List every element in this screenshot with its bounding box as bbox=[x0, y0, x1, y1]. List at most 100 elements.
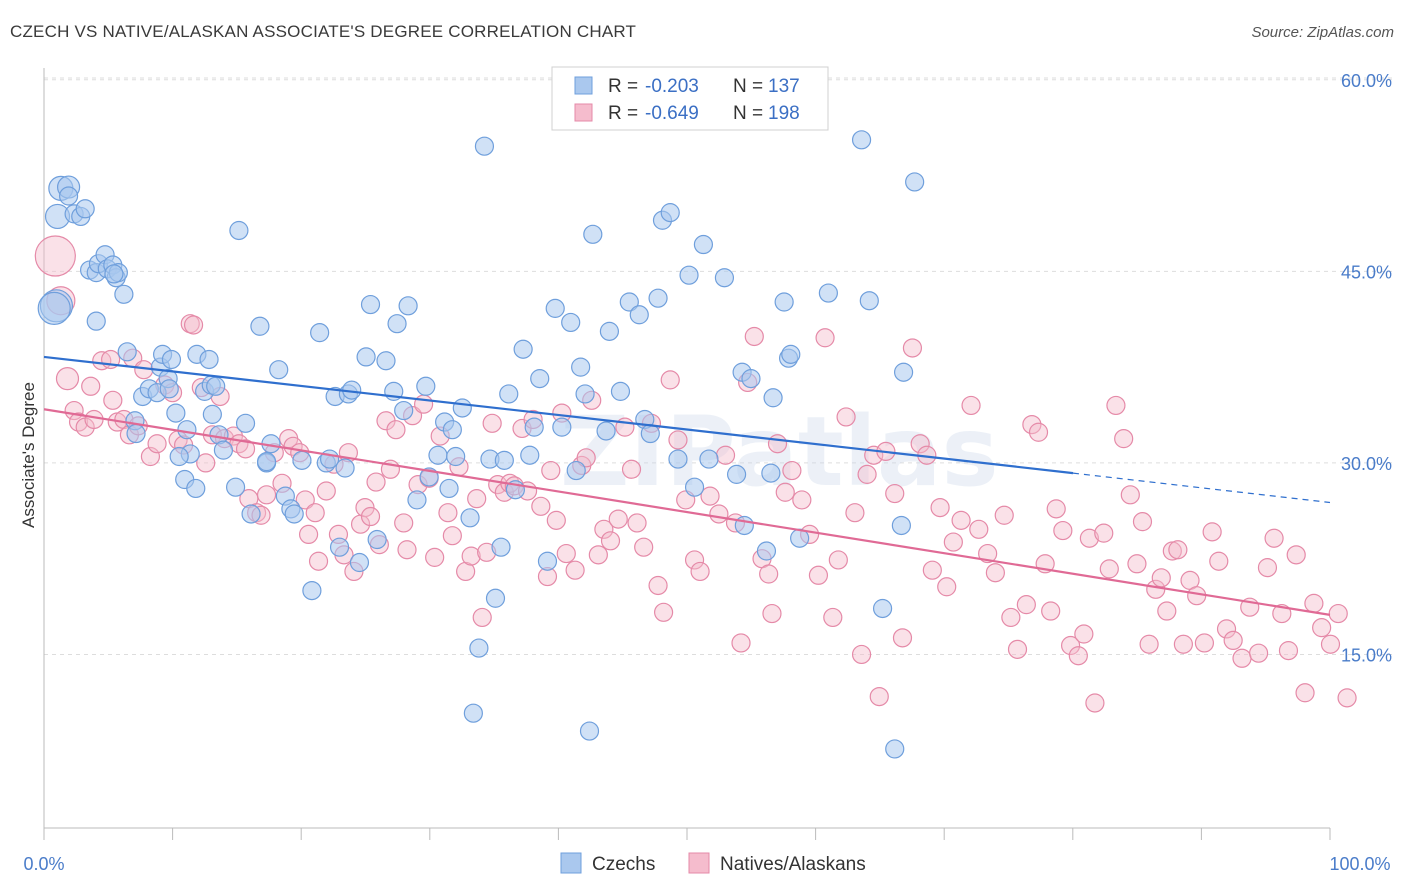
native-point bbox=[608, 509, 628, 529]
czech-point bbox=[499, 384, 519, 404]
native-point bbox=[1232, 648, 1252, 668]
czech-point bbox=[575, 384, 595, 404]
native-point bbox=[815, 328, 835, 348]
czech-point bbox=[329, 537, 350, 557]
native-point bbox=[565, 560, 585, 580]
correlation-legend: R = -0.203 N = 137 R = -0.649 N = 198 bbox=[551, 66, 829, 131]
native-point bbox=[943, 532, 963, 552]
czech-point bbox=[269, 360, 289, 380]
czech-point bbox=[648, 288, 668, 308]
native-point bbox=[792, 490, 812, 510]
native-point bbox=[1209, 551, 1229, 571]
native-point bbox=[627, 513, 647, 533]
czech-point bbox=[494, 450, 514, 470]
czech-point bbox=[460, 508, 480, 528]
native-point bbox=[892, 628, 913, 648]
native-point bbox=[556, 543, 576, 564]
series-legend-swatch-natives bbox=[688, 852, 710, 874]
native-point bbox=[985, 563, 1005, 583]
czech-point bbox=[199, 349, 219, 370]
czech-point bbox=[619, 292, 639, 312]
native-point bbox=[700, 486, 720, 506]
native-point bbox=[828, 550, 848, 570]
native-point bbox=[81, 376, 101, 396]
czech-point bbox=[407, 490, 427, 510]
native-point bbox=[531, 496, 551, 516]
native-point bbox=[196, 453, 216, 473]
native-point bbox=[1001, 607, 1021, 628]
czech-point bbox=[640, 423, 660, 444]
czech-point bbox=[114, 284, 134, 304]
czech-point bbox=[241, 504, 261, 524]
czech-point bbox=[761, 463, 781, 483]
native-point bbox=[456, 561, 476, 582]
czech-point bbox=[596, 421, 616, 441]
czech-point bbox=[699, 449, 719, 469]
native-point bbox=[147, 434, 167, 454]
legend-r-value-1: -0.649 bbox=[645, 103, 699, 124]
native-point bbox=[425, 547, 445, 567]
native-point bbox=[1320, 634, 1341, 654]
legend-n-value-1: 198 bbox=[768, 103, 800, 124]
native-point bbox=[715, 445, 736, 465]
native-point bbox=[767, 434, 788, 454]
czech-point bbox=[161, 349, 182, 370]
czech-point bbox=[310, 323, 330, 343]
native-point bbox=[951, 510, 971, 530]
native-point bbox=[1295, 683, 1315, 703]
axes bbox=[43, 68, 1331, 840]
czech-point bbox=[360, 294, 381, 315]
czech-point bbox=[474, 136, 495, 156]
czech-point bbox=[387, 314, 407, 334]
native-point bbox=[869, 686, 889, 707]
native-point bbox=[308, 551, 329, 571]
native-point bbox=[808, 565, 829, 585]
native-point bbox=[648, 575, 668, 596]
czech-trend-line bbox=[43, 355, 1074, 475]
czech-point bbox=[905, 172, 925, 192]
legend-n-label-1: N = bbox=[733, 103, 763, 124]
native-point bbox=[1249, 643, 1269, 663]
x-tick-label-0: 0.0% bbox=[23, 854, 64, 874]
native-point bbox=[937, 577, 957, 597]
native-point bbox=[910, 434, 930, 454]
native-point bbox=[1139, 634, 1159, 654]
czech-point bbox=[885, 739, 905, 759]
native-point bbox=[1132, 512, 1153, 532]
native-point bbox=[1278, 641, 1299, 661]
czech-point bbox=[774, 292, 794, 312]
czech-point bbox=[566, 460, 586, 481]
czech-point bbox=[335, 458, 355, 478]
gridlines bbox=[44, 77, 1392, 655]
native-point bbox=[541, 460, 561, 481]
y-tick-label-60: 60.0% bbox=[1341, 71, 1392, 91]
czech-point bbox=[356, 347, 376, 367]
native-point bbox=[1114, 429, 1134, 449]
czech-point bbox=[159, 379, 179, 399]
czech-point bbox=[513, 339, 533, 359]
native-point bbox=[360, 506, 381, 527]
czech-point bbox=[58, 186, 79, 206]
czech-point bbox=[756, 541, 777, 561]
native-point bbox=[1106, 395, 1126, 416]
native-point bbox=[183, 315, 204, 335]
czech-point bbox=[446, 446, 466, 467]
native-point bbox=[103, 390, 123, 410]
czech-point bbox=[256, 452, 277, 472]
native-point bbox=[1094, 523, 1114, 543]
czech-point bbox=[610, 381, 631, 401]
czech-point bbox=[177, 420, 197, 440]
native-point bbox=[1337, 688, 1357, 708]
native-point bbox=[1099, 559, 1119, 579]
native-point bbox=[634, 537, 654, 557]
native-point bbox=[438, 503, 458, 523]
czech-point bbox=[169, 446, 189, 467]
native-point bbox=[762, 603, 782, 624]
native-point bbox=[857, 464, 877, 484]
legend-box bbox=[551, 66, 829, 131]
czech-point bbox=[37, 291, 71, 325]
native-point bbox=[1304, 593, 1324, 613]
czech-trend-extension bbox=[1072, 472, 1331, 504]
czech-point bbox=[452, 398, 472, 418]
